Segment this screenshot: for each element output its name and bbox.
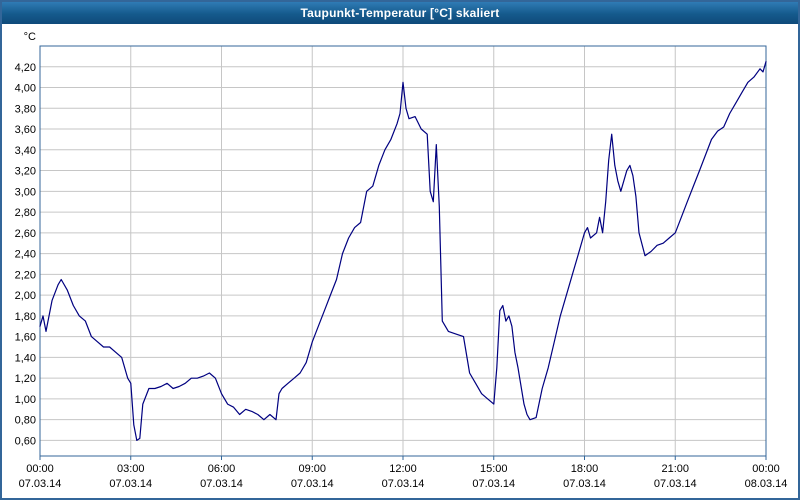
x-tick-time: 21:00 [661,463,689,475]
y-tick-label: 3,00 [15,186,36,198]
chart-container: 4,20 4,00 3,80 3,60 3,40 3,20 3,00 2,80 2,60 2,40… [2,24,798,498]
window-title: Taupunkt-Temperatur [°C] skaliert [300,6,500,20]
y-tick-label: 2,20 [15,269,36,281]
x-tick-date: 07.03.14 [563,478,606,490]
x-tick-date: 07.03.14 [472,478,515,490]
y-tick-label: 0,60 [15,435,36,447]
y-tick-label: 0,80 [15,415,36,427]
x-tick-time: 09:00 [298,463,326,475]
x-tick-time: 00:00 [752,463,780,475]
plot-border [39,45,767,457]
y-tick-label: 1,00 [15,394,36,406]
y-tick-label: 1,60 [15,332,36,344]
window-titlebar: Taupunkt-Temperatur [°C] skaliert [2,2,798,24]
x-tick-time: 00:00 [26,463,54,475]
x-tick-time: 12:00 [389,463,417,475]
y-tick-label: 3,40 [15,145,36,157]
y-tick-label: 2,00 [15,290,36,302]
y-tick-label: 4,00 [15,83,36,95]
x-tick-time: 06:00 [208,463,236,475]
temperature-series-line [39,60,767,441]
x-tick-time: 03:00 [117,463,145,475]
y-axis-unit-label: °C [24,31,36,43]
x-tick-date: 07.03.14 [382,478,425,490]
y-tick-label: 3,60 [15,124,36,136]
y-tick-label: 1,20 [15,373,36,385]
y-tick-label: 3,80 [15,103,36,115]
x-tick-date: 07.03.14 [200,478,243,490]
x-tick-date: 08.03.14 [745,478,788,490]
dewpoint-line-chart: 4,20 4,00 3,80 3,60 3,40 3,20 3,00 2,80 2,60 2,40… [15,31,788,490]
y-tick-label: 4,20 [15,62,36,74]
y-tick-label: 1,80 [15,311,36,323]
x-tick-date: 07.03.14 [19,478,62,490]
x-tick-date: 07.03.14 [654,478,697,490]
y-tick-label: 3,20 [15,166,36,178]
y-tick-label: 2,80 [15,207,36,219]
x-tick-date: 07.03.14 [291,478,334,490]
y-tick-label: 2,60 [15,228,36,240]
x-tick-time: 15:00 [480,463,508,475]
x-tick-date: 07.03.14 [109,478,152,490]
y-tick-label: 1,40 [15,352,36,364]
y-tick-label: 2,40 [15,249,36,261]
x-tick-time: 18:00 [571,463,599,475]
